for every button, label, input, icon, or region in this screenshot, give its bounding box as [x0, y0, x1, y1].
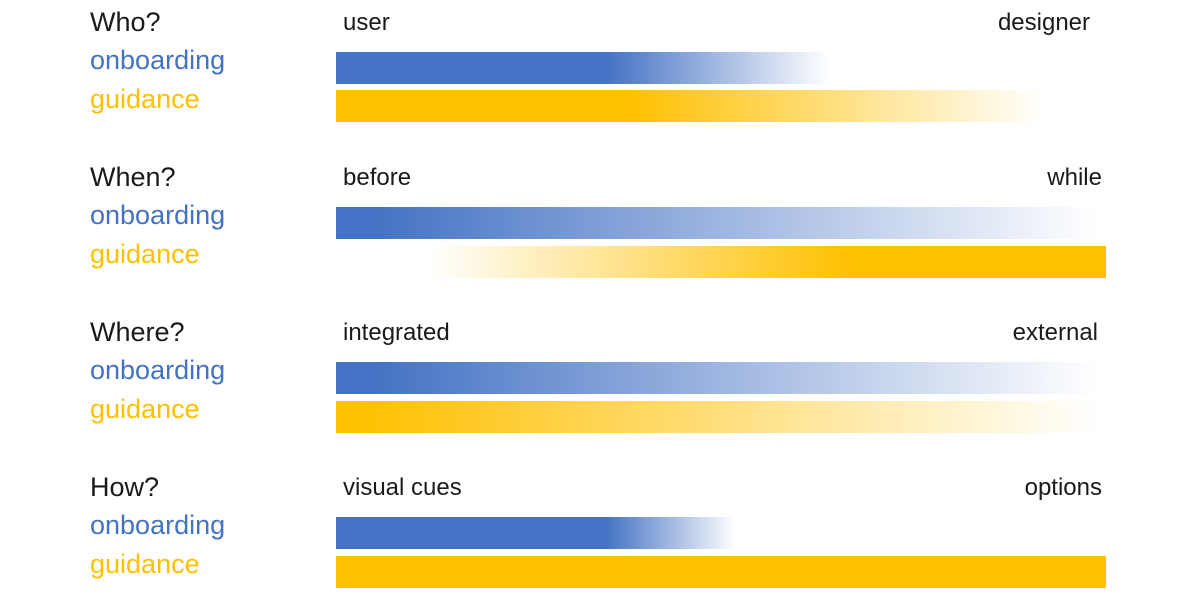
question-label: How?	[90, 472, 160, 502]
onboarding-label: onboarding	[90, 355, 226, 385]
guidance-bar	[336, 556, 1106, 588]
guidance-bar	[336, 401, 1099, 433]
scale-right-label: external	[1012, 319, 1098, 346]
onboarding-label: onboarding	[90, 200, 226, 230]
scale-right-label: options	[1024, 474, 1102, 501]
guidance-bar	[336, 246, 1106, 278]
onboarding-bar	[336, 207, 1099, 239]
guidance-bar	[336, 90, 1045, 122]
onboarding-bar	[336, 517, 737, 549]
scale-left-label: integrated	[343, 319, 450, 346]
question-label: When?	[90, 162, 176, 192]
dimension-where: Where? onboarding guidance integrated ex…	[0, 310, 1200, 442]
dimension-who: Who? onboarding guidance user designer	[0, 0, 1200, 132]
guidance-label: guidance	[90, 239, 200, 269]
scale-right-label: designer	[997, 9, 1090, 36]
dimension-when: When? onboarding guidance before while	[0, 155, 1200, 287]
onboarding-bar	[336, 362, 1099, 394]
onboarding-label: onboarding	[90, 510, 226, 540]
onboarding-bar	[336, 52, 829, 84]
dimension-how: How? onboarding guidance visual cues opt…	[0, 465, 1200, 597]
scale-left-label: before	[343, 164, 412, 191]
question-label: Where?	[90, 317, 185, 347]
scale-right-label: while	[1047, 164, 1102, 191]
onboarding-label: onboarding	[90, 45, 226, 75]
question-label: Who?	[90, 7, 161, 37]
guidance-label: guidance	[90, 549, 200, 579]
guidance-label: guidance	[90, 84, 200, 114]
guidance-label: guidance	[90, 394, 200, 424]
scale-left-label: user	[343, 9, 390, 36]
scale-left-label: visual cues	[343, 474, 462, 501]
